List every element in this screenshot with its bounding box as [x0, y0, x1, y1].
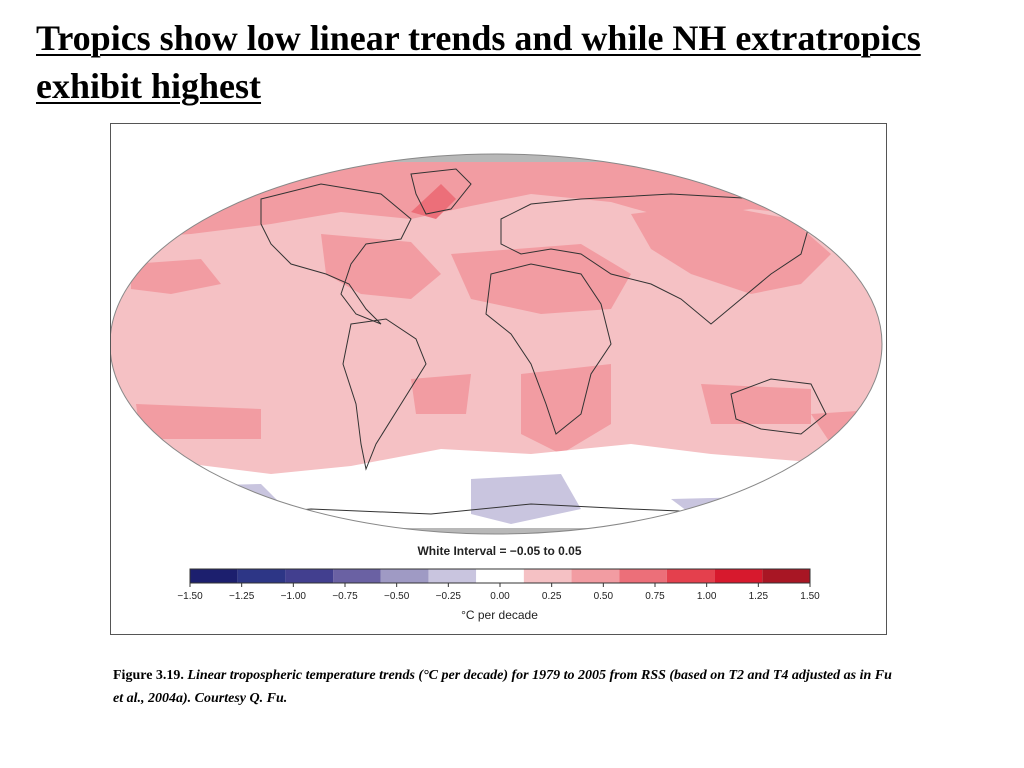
antarctic-white-region — [111, 444, 882, 534]
colorbar-swatch — [476, 569, 524, 583]
colorbar-tick-label: 1.50 — [800, 591, 820, 602]
colorbar-swatch — [619, 569, 667, 583]
slide-title: Tropics show low linear trends and while… — [36, 14, 1016, 110]
antarctic-cooling-patch-3 — [671, 496, 811, 529]
s-pacific-warm-patch — [136, 404, 261, 439]
colorbar-tick-label: 0.25 — [542, 591, 562, 602]
colorbar-tick-label: −1.00 — [281, 591, 307, 602]
n-africa-warm-patch — [451, 244, 631, 314]
colorbar-swatch — [762, 569, 810, 583]
colorbar-swatch — [190, 569, 238, 583]
figure-caption: Figure 3.19. Linear tropospheric tempera… — [113, 664, 893, 710]
australia-outline — [730, 378, 827, 435]
no-data-band-south — [111, 528, 882, 534]
colorbar: −1.50 −1.25 −1.00 −0.75 −0.50 −0.25 0.00 0.25 0.… — [177, 568, 820, 602]
colorbar-tick-label: −0.50 — [384, 591, 410, 602]
colorbar-tick-label: 0.50 — [594, 591, 614, 602]
map-background-fill — [111, 154, 882, 534]
colorbar-units-label: °C per decade — [461, 608, 538, 622]
colorbar-swatch — [666, 569, 715, 583]
s-atlantic-warm-patch — [411, 374, 471, 414]
colorbar-swatch — [285, 569, 334, 583]
north-america-outline — [260, 183, 412, 325]
pacific-warm-patch — [131, 259, 221, 294]
trend-map-figure: −1.50 −1.25 −1.00 −0.75 −0.50 −0.25 0.00 0.25 0.… — [111, 153, 883, 602]
colorbar-tick-label: 1.25 — [749, 591, 769, 602]
eurasia-outline — [500, 193, 812, 325]
colorbar-swatch — [333, 569, 381, 583]
antarctic-cooling-patch-2 — [471, 474, 581, 524]
no-data-band-north — [111, 154, 882, 162]
colorbar-tick-label: −0.25 — [436, 591, 462, 602]
colorbar-tick-label: 0.75 — [645, 591, 665, 602]
n-america-warm-patch — [321, 234, 441, 299]
africa-outline — [485, 263, 612, 435]
asia-warm-patch — [631, 204, 831, 294]
colorbar-swatch — [571, 569, 620, 583]
colorbar-swatch — [237, 569, 286, 583]
colorbar-tick-label: 0.00 — [490, 591, 510, 602]
slide-title-text: Tropics show low linear trends and while… — [36, 18, 921, 106]
indian-ocean-warm-patch — [701, 384, 811, 424]
caption-text: Linear tropospheric temperature trends (… — [113, 668, 892, 706]
white-interval-label: White Interval = −0.05 to 0.05 — [417, 544, 582, 558]
colorbar-swatch — [714, 569, 763, 583]
caption-label: Figure 3.19. — [113, 668, 184, 683]
colorbar-tick-label: 1.00 — [697, 591, 717, 602]
map-area — [111, 154, 882, 534]
south-america-outline — [342, 318, 427, 471]
colorbar-swatch — [428, 569, 477, 583]
figure-frame: −1.50 −1.25 −1.00 −0.75 −0.50 −0.25 0.00 0.25 0.… — [110, 123, 887, 635]
greenland-outline — [410, 168, 472, 215]
map-border — [111, 153, 883, 535]
s-africa-warm-patch — [521, 364, 611, 454]
colorbar-swatch — [380, 569, 429, 583]
colorbar-tick-label: −0.75 — [332, 591, 358, 602]
colorbar-tick-label: −1.25 — [229, 591, 255, 602]
colorbar-swatch — [523, 569, 572, 583]
colorbar-tick-label: −1.50 — [177, 591, 203, 602]
